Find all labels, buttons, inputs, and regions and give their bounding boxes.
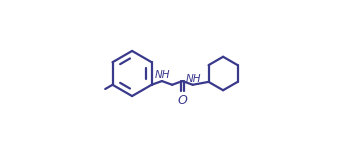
Text: NH: NH (185, 74, 201, 84)
Text: O: O (178, 94, 187, 107)
Text: NH: NH (155, 70, 170, 80)
